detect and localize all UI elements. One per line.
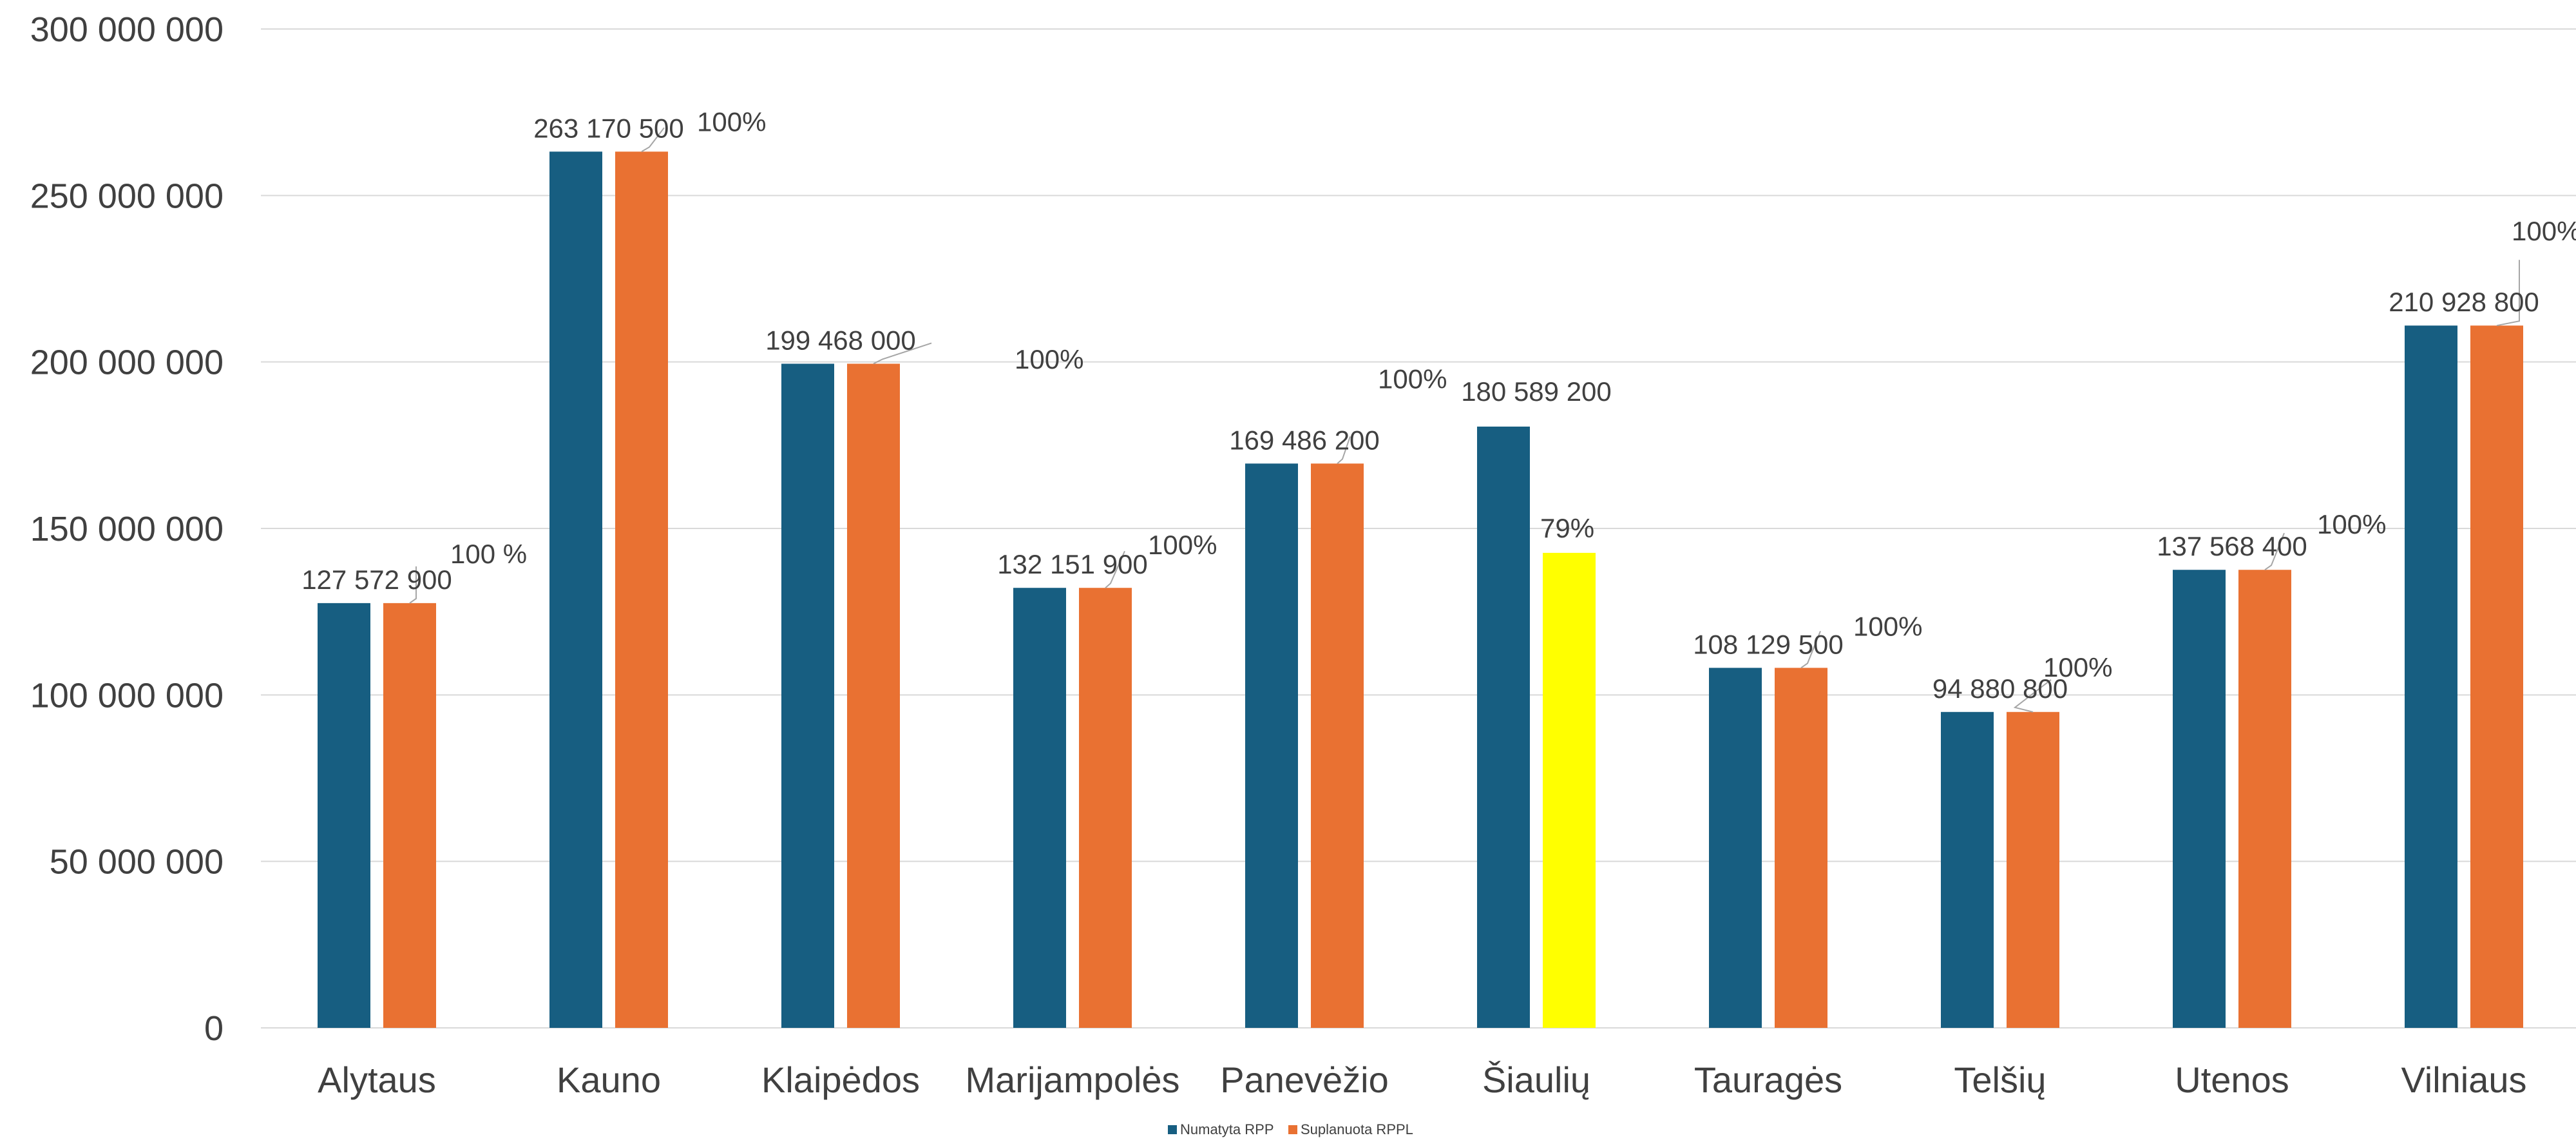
percent-label: 100% — [697, 106, 766, 137]
value-label: 137 568 400 — [2157, 531, 2307, 561]
bar-suplanuota-2 — [847, 363, 900, 1029]
value-label: 132 151 900 — [997, 549, 1148, 579]
bar-suplanuota-8 — [2238, 570, 2291, 1028]
bar-numatyta-8 — [2173, 570, 2226, 1028]
x-tick-label: Utenos — [2175, 1059, 2289, 1100]
percent-label: 100 % — [450, 539, 527, 569]
value-label: 199 468 000 — [765, 325, 916, 355]
bar-numatyta-6 — [1709, 668, 1762, 1028]
bar-suplanuota-6 — [1775, 668, 1827, 1028]
leader-line — [409, 566, 417, 604]
bar-suplanuota-0 — [383, 603, 436, 1028]
x-tick-label: Panevėžio — [1220, 1059, 1389, 1100]
y-tick-label: 200 000 000 — [30, 343, 224, 382]
bar-numatyta-7 — [1941, 711, 1994, 1028]
bar-numatyta-3 — [1013, 588, 1066, 1028]
percent-label: 79% — [1540, 513, 1594, 543]
bar-suplanuota-5 — [1543, 552, 1596, 1028]
bar-numatyta-1 — [549, 151, 602, 1028]
x-tick-label: Vilniaus — [2401, 1059, 2526, 1100]
leader-line — [1105, 550, 1125, 588]
bar-numatyta-2 — [781, 363, 834, 1029]
legend: Numatyta RPP Suplanuota RPPL — [1168, 1121, 1413, 1137]
y-tick-label: 250 000 000 — [30, 177, 224, 215]
x-tick-label: Kauno — [557, 1059, 661, 1100]
label-leader-lines — [409, 127, 2520, 713]
bar-suplanuota-1 — [615, 151, 668, 1028]
x-tick-label: Alytaus — [318, 1059, 436, 1100]
leader-line — [2264, 532, 2285, 571]
bar-numatyta-0 — [318, 603, 370, 1028]
leader-line — [1800, 630, 1821, 669]
leader-line — [2013, 679, 2052, 713]
y-tick-label: 100 000 000 — [30, 676, 224, 715]
percent-label: 100% — [2043, 652, 2112, 682]
x-tick-label: Telšių — [1954, 1059, 2046, 1100]
y-tick-label: 300 000 000 — [30, 10, 224, 49]
x-axis-ticks: Alytaus Kauno Klaipėdos Marijampolės Panevėž… — [318, 1059, 2526, 1100]
bar-suplanuota-7 — [2007, 711, 2059, 1028]
value-label: 94 880 800 — [1932, 673, 2068, 704]
bar-numatyta-5 — [1477, 426, 1530, 1028]
gridlines — [261, 28, 2576, 1029]
bar-suplanuota-4 — [1311, 463, 1364, 1028]
y-tick-label: 0 — [204, 1009, 224, 1048]
percent-label: 100% — [2317, 509, 2386, 539]
x-tick-label: Klaipėdos — [761, 1059, 920, 1100]
percent-label: 100% — [1853, 611, 1922, 641]
percent-label: 100% — [1148, 530, 1217, 560]
bar-numatyta-4 — [1245, 463, 1298, 1028]
legend-label-suplanuota: Suplanuota RPPL — [1301, 1121, 1413, 1137]
leader-line — [873, 342, 932, 365]
leader-line — [1337, 436, 1351, 465]
value-label: 210 928 800 — [2389, 287, 2539, 317]
bar-numatyta-9 — [2405, 325, 2457, 1029]
bars — [318, 151, 2523, 1029]
y-axis-ticks: 0 50 000 000 100 000 000 150 000 000 200 000… — [30, 10, 224, 1048]
percent-label: 100% — [2512, 216, 2576, 246]
y-tick-label: 50 000 000 — [50, 843, 224, 882]
legend-label-numatyta: Numatyta RPP — [1180, 1121, 1274, 1137]
bar-suplanuota-3 — [1079, 588, 1132, 1028]
x-tick-label: Šiaulių — [1482, 1059, 1590, 1100]
leader-line — [2496, 260, 2520, 327]
value-label: 108 129 500 — [1693, 629, 1844, 659]
value-label: 263 170 500 — [533, 113, 684, 143]
value-label: 180 589 200 — [1461, 376, 1612, 407]
percent-label: 100% — [1378, 363, 1447, 394]
legend-swatch-numatyta — [1168, 1125, 1177, 1134]
y-tick-label: 150 000 000 — [30, 510, 224, 548]
x-tick-label: Marijampolės — [966, 1059, 1180, 1100]
value-label: 169 486 200 — [1229, 425, 1380, 455]
legend-swatch-suplanuota — [1288, 1125, 1297, 1134]
bar-suplanuota-9 — [2470, 325, 2523, 1029]
floating-percent-label: 100% — [1015, 344, 1083, 374]
x-tick-label: Tauragės — [1694, 1059, 1842, 1100]
value-label: 127 572 900 — [301, 565, 452, 595]
leader-line — [641, 127, 665, 153]
